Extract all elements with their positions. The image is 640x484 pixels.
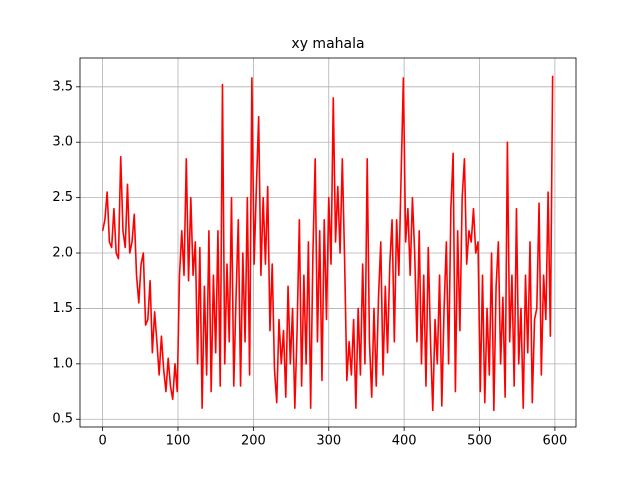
y-tick-label: 1.0 [52, 356, 73, 371]
y-tick-label: 2.0 [52, 246, 73, 261]
x-tick-label: 300 [316, 434, 341, 449]
x-tick-label: 0 [98, 434, 106, 449]
y-tick-label: 0.5 [52, 412, 73, 427]
data-line [101, 75, 554, 412]
y-tick-label: 1.5 [52, 301, 73, 316]
x-tick-label: 500 [467, 434, 492, 449]
x-tick-label: 200 [241, 434, 266, 449]
x-tick-label: 100 [166, 434, 191, 449]
y-tick-label: 3.0 [52, 135, 73, 150]
x-tick-label: 400 [392, 434, 417, 449]
y-tick-label: 2.5 [52, 190, 73, 205]
y-tick-label: 3.5 [52, 79, 73, 94]
chart-title: xy mahala [291, 36, 364, 52]
axes-frame [79, 57, 577, 428]
x-tick-label: 600 [542, 434, 567, 449]
